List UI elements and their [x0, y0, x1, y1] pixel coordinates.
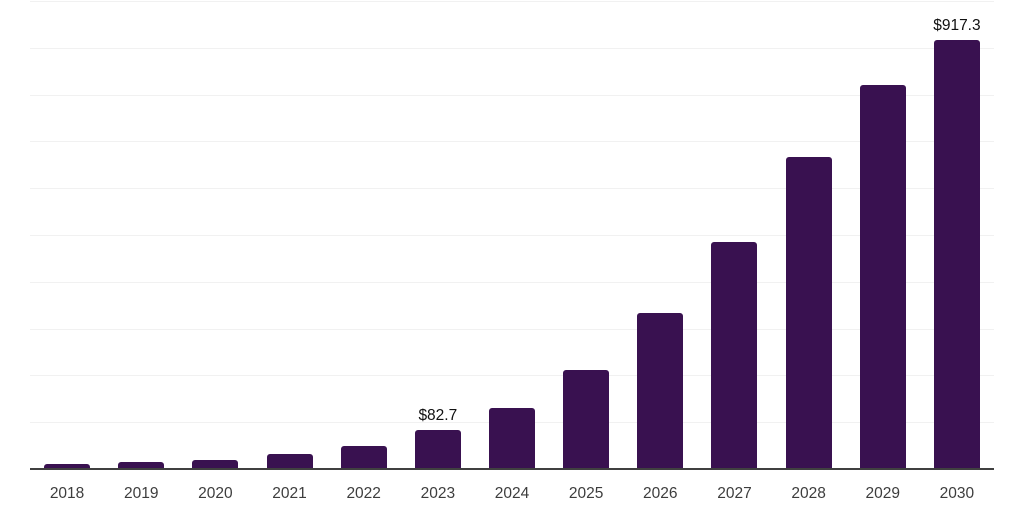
gridline: [30, 375, 994, 377]
data-label-2023: $82.7: [418, 407, 458, 425]
bar-2027: [711, 242, 758, 469]
gridline: [30, 188, 994, 190]
gridline: [30, 235, 994, 236]
bar-2030: [933, 39, 980, 469]
x-tick-label: 2026: [643, 485, 678, 502]
bar-2021: [266, 454, 313, 469]
x-tick-label: 2025: [568, 485, 604, 502]
x-tick-label: 2019: [123, 485, 159, 502]
x-tick-label: 2018: [49, 485, 85, 502]
x-tick-label: 2027: [717, 485, 752, 502]
x-tick-label: 2029: [865, 485, 900, 502]
bar-2020: [192, 460, 239, 469]
bar-2024: [489, 408, 535, 469]
gridline: [30, 94, 994, 96]
gridline: [30, 141, 994, 143]
bar-2018: [44, 464, 91, 469]
bar-2022: [340, 445, 387, 469]
gridline: [30, 1, 994, 2]
bar-2023: [414, 430, 461, 469]
x-tick-label: 2023: [420, 485, 456, 502]
data-label-2030: $917.3: [933, 16, 981, 34]
x-tick-label: 2024: [494, 485, 530, 502]
x-tick-label: 2030: [939, 485, 975, 502]
x-tick-label: 2028: [791, 485, 826, 502]
x-tick-label: 2020: [198, 485, 233, 502]
gridline: [30, 328, 994, 330]
bar-2028: [785, 157, 832, 469]
x-tick-label: 2022: [346, 485, 381, 502]
bar-2025: [563, 369, 610, 469]
bar-2029: [859, 85, 906, 469]
gridline: [30, 281, 994, 283]
bar-2026: [637, 312, 684, 469]
x-tick-label: 2021: [272, 485, 307, 502]
bar-2019: [118, 462, 165, 469]
x-axis-line: [30, 468, 994, 470]
gridline: [30, 47, 994, 49]
